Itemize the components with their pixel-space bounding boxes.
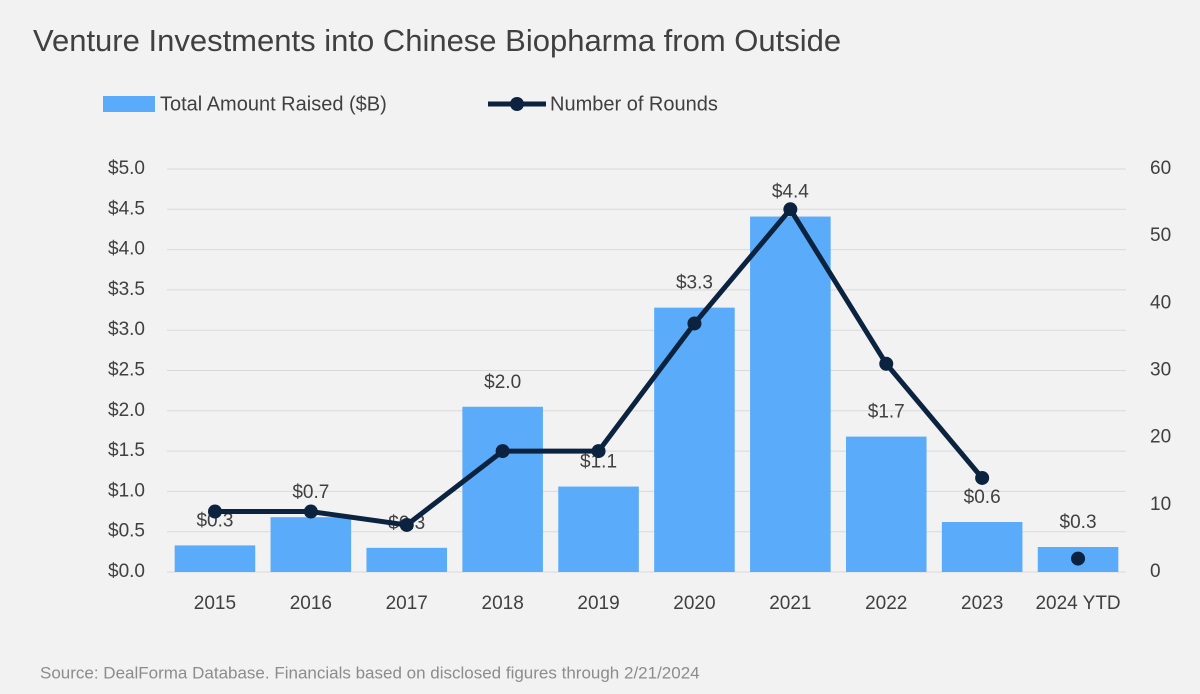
line-marker <box>879 356 894 371</box>
x-tick-label: 2024 YTD <box>1035 593 1120 614</box>
y-tick-label: $0.0 <box>108 561 145 582</box>
y-tick-label: $3.0 <box>108 319 145 340</box>
y2-tick-label: 40 <box>1150 292 1171 313</box>
bar <box>174 545 256 572</box>
line-marker <box>399 517 414 532</box>
data-label: $0.3 <box>1060 512 1097 533</box>
chart-title: Venture Investments into Chinese Biophar… <box>33 23 841 58</box>
bar <box>750 216 831 572</box>
line-marker <box>303 504 318 519</box>
x-tick-label: 2023 <box>961 593 1003 614</box>
data-label: $0.3 <box>196 510 233 531</box>
bar <box>270 517 352 572</box>
bar <box>558 486 639 572</box>
line-marker <box>783 202 798 217</box>
legend-label: Number of Rounds <box>550 93 718 115</box>
y-tick-label: $2.5 <box>108 360 145 381</box>
line-segment <box>308 509 410 528</box>
line-marker <box>207 504 222 519</box>
x-tick-label: 2020 <box>673 593 715 614</box>
x-tick-label: 2022 <box>865 593 907 614</box>
y-tick-label: $4.5 <box>108 198 145 219</box>
x-tick-label: 2018 <box>482 593 524 614</box>
x-tick-label: 2015 <box>194 593 236 614</box>
data-label: $0.6 <box>964 487 1001 508</box>
line-segment <box>404 448 506 528</box>
x-tick-label: 2017 <box>386 593 428 614</box>
y2-tick-label: 10 <box>1150 494 1171 515</box>
y-tick-label: $0.5 <box>108 521 145 542</box>
data-label: $1.7 <box>868 402 905 423</box>
data-label: $4.4 <box>772 182 809 203</box>
data-label: $0.7 <box>292 482 329 503</box>
line-marker <box>495 444 510 459</box>
y-tick-label: $1.0 <box>108 480 145 501</box>
line-segment <box>787 206 889 367</box>
line-marker <box>975 470 990 485</box>
y-tick-label: $4.0 <box>108 239 145 260</box>
line-segment <box>691 206 793 326</box>
source-note: Source: DealForma Database. Financials b… <box>40 663 700 682</box>
y2-tick-label: 30 <box>1150 360 1171 381</box>
y2-tick-label: 50 <box>1150 225 1171 246</box>
line-marker <box>591 444 606 459</box>
line-segment <box>883 361 985 481</box>
bar <box>366 547 448 572</box>
bar <box>941 522 1023 572</box>
line-segment <box>596 320 697 454</box>
y-tick-label: $3.5 <box>108 279 145 300</box>
y2-tick-label: 60 <box>1150 158 1171 179</box>
legend-label: Total Amount Raised ($B) <box>160 93 387 115</box>
data-label: $2.0 <box>484 372 521 393</box>
bar <box>845 436 927 572</box>
line-marker <box>1071 551 1086 566</box>
x-tick-label: 2021 <box>769 593 811 614</box>
legend-swatch <box>510 97 524 111</box>
y2-tick-label: 0 <box>1150 561 1161 582</box>
legend-swatch <box>103 96 155 112</box>
line-marker <box>687 316 702 331</box>
y-tick-label: $2.0 <box>108 400 145 421</box>
y-tick-label: $5.0 <box>108 158 145 179</box>
data-label: $3.3 <box>676 273 713 294</box>
x-tick-label: 2019 <box>577 593 619 614</box>
data-label: $1.1 <box>580 452 617 473</box>
x-tick-label: 2016 <box>290 593 332 614</box>
y2-tick-label: 20 <box>1150 427 1171 448</box>
bar <box>654 307 735 572</box>
y-tick-label: $1.5 <box>108 440 145 461</box>
bar <box>462 406 543 572</box>
